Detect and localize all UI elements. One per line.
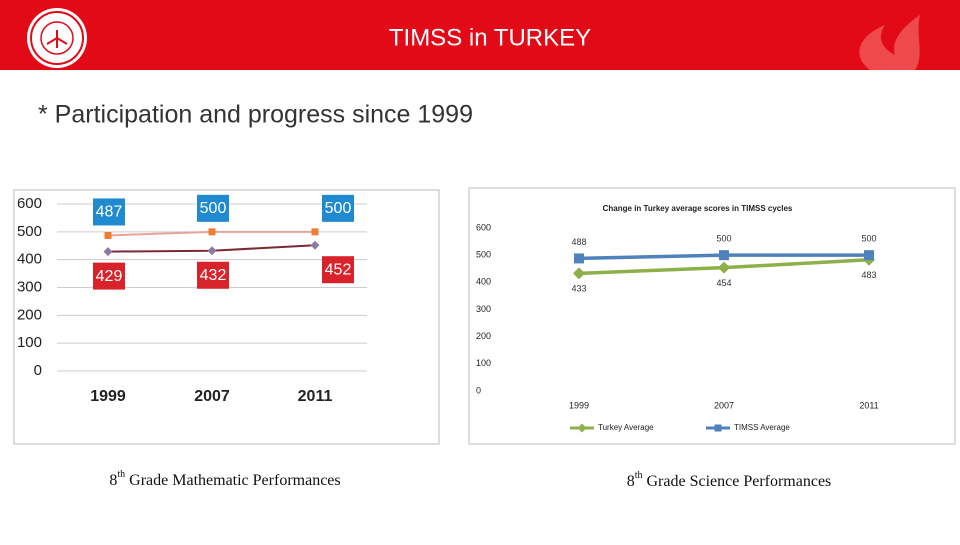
marker — [208, 228, 216, 236]
value-label: 500 — [716, 234, 731, 244]
legend-label: TIMSS Average — [734, 423, 790, 432]
y-tick-label: 0 — [476, 385, 481, 395]
marker — [714, 424, 722, 432]
y-tick-label: 100 — [17, 334, 42, 351]
y-tick-label: 0 — [34, 362, 42, 379]
x-tick-label: 2011 — [298, 388, 333, 405]
y-tick-label: 400 — [476, 277, 491, 287]
legend-label: Turkey Average — [598, 423, 654, 432]
marker — [573, 267, 585, 280]
caption: 8th Grade Mathematic Performances — [109, 469, 340, 488]
value-label: 454 — [716, 278, 731, 288]
header-bar — [0, 0, 960, 70]
caption-suffix: th — [117, 469, 125, 480]
value-label-box — [197, 194, 229, 222]
y-tick-label: 300 — [17, 278, 42, 295]
chart-frame — [13, 189, 440, 445]
caption-suffix: th — [635, 470, 643, 481]
value-label-box — [322, 194, 354, 222]
marker — [104, 231, 112, 239]
marker — [103, 247, 113, 257]
y-tick-label: 600 — [476, 222, 491, 232]
caption-number: 8 — [109, 472, 117, 489]
x-tick-label: 1999 — [90, 388, 126, 405]
y-tick-label: 400 — [17, 251, 42, 268]
marker — [207, 246, 217, 256]
value-label: 433 — [571, 284, 586, 294]
marker — [574, 253, 584, 264]
chart-frame — [468, 187, 956, 445]
value-label: 500 — [861, 234, 876, 244]
marker — [577, 423, 587, 433]
y-tick-label: 500 — [476, 250, 491, 260]
value-label-box — [93, 198, 125, 226]
caption-text: Grade Science Performances — [642, 473, 831, 490]
value-label: 432 — [200, 267, 227, 284]
value-label-box — [197, 261, 229, 289]
value-label: 488 — [571, 237, 586, 247]
y-tick-label: 500 — [17, 223, 42, 240]
value-label: 483 — [861, 270, 876, 280]
subtitle: * Participation and progress since 1999 — [38, 101, 473, 129]
marker — [718, 261, 730, 274]
value-label-box — [93, 262, 125, 290]
marker — [864, 250, 874, 261]
value-label: 452 — [325, 261, 352, 278]
x-tick-label: 1999 — [569, 400, 589, 410]
y-tick-label: 200 — [476, 331, 491, 341]
value-label: 500 — [325, 200, 352, 217]
marker — [311, 228, 319, 236]
y-tick-label: 200 — [17, 306, 42, 323]
caption: 8th Grade Science Performances — [627, 470, 832, 489]
marker — [719, 250, 729, 261]
y-tick-label: 600 — [17, 195, 42, 212]
caption-text: Grade Mathematic Performances — [125, 472, 340, 489]
chart-title: Change in Turkey average scores in TIMSS… — [603, 204, 793, 213]
value-label: 487 — [96, 204, 123, 221]
logo — [27, 8, 87, 68]
x-tick-label: 2007 — [194, 388, 230, 405]
value-label-box — [322, 256, 354, 284]
flame-logo — [859, 15, 920, 70]
x-tick-label: 2011 — [859, 400, 878, 410]
x-tick-label: 2007 — [714, 400, 734, 410]
value-label: 500 — [200, 200, 227, 217]
y-tick-label: 100 — [476, 358, 491, 368]
marker — [310, 240, 320, 250]
y-tick-label: 300 — [476, 304, 491, 314]
caption-number: 8 — [627, 473, 635, 490]
value-label: 429 — [96, 268, 123, 285]
slide-title: TIMSS in TURKEY — [389, 24, 591, 51]
